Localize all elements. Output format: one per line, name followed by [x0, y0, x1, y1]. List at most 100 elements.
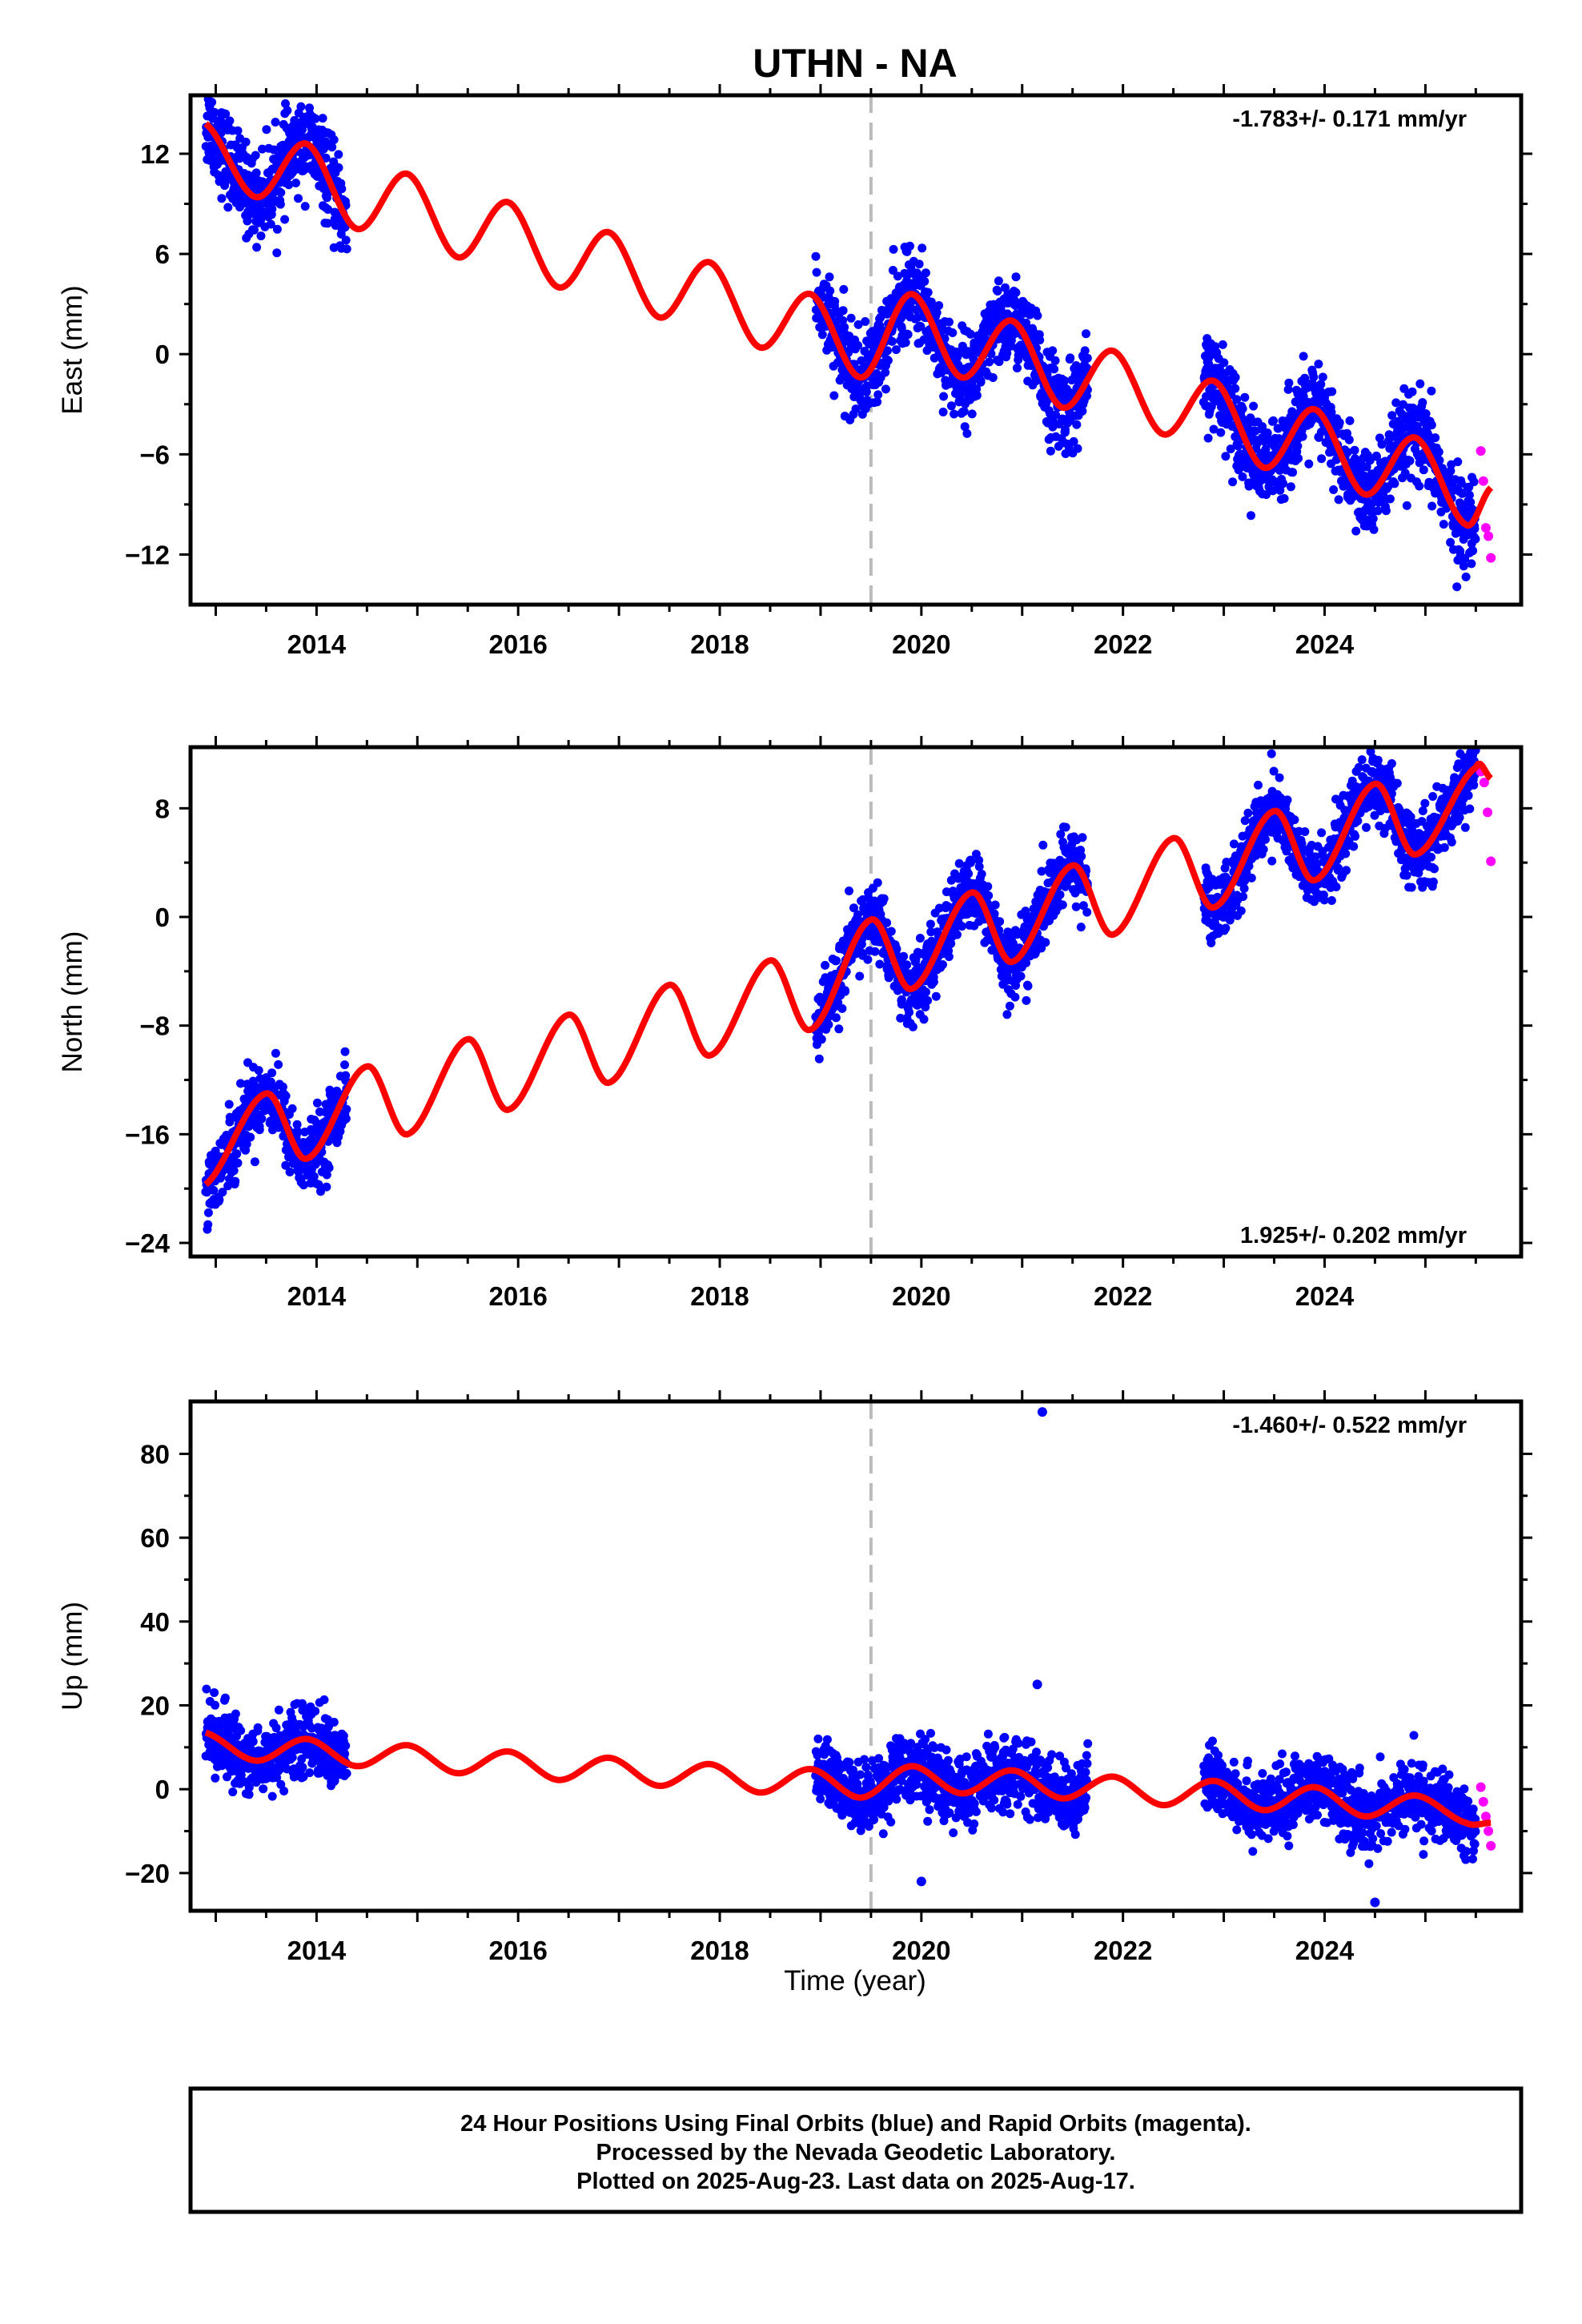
east-final-point [853, 320, 863, 329]
north-final-point [292, 1120, 302, 1129]
east-final-point [1033, 311, 1042, 320]
north-final-point [1366, 747, 1375, 757]
east-final-point [1468, 546, 1478, 556]
east-final-point [321, 153, 331, 163]
north-final-point [1455, 813, 1464, 822]
up-final-point [220, 1693, 230, 1703]
north-final-point [1077, 851, 1086, 861]
north-final-point [267, 1068, 277, 1078]
north-x-tick-label: 2020 [892, 1281, 950, 1311]
north-final-point [1406, 812, 1415, 822]
east-final-point [276, 188, 286, 197]
north-final-point [938, 960, 947, 969]
east-final-point [873, 397, 882, 407]
north-final-point [886, 927, 896, 936]
up-final-point [271, 1723, 281, 1733]
east-final-point [1466, 497, 1476, 507]
east-final-point [1387, 411, 1397, 420]
east-final-point [1271, 442, 1281, 452]
east-final-point [1365, 456, 1375, 465]
north-model-curve [203, 760, 1493, 1188]
east-final-point [985, 357, 994, 367]
north-final-point [341, 1114, 351, 1124]
north-final-point [855, 971, 865, 981]
east-final-point [318, 177, 327, 187]
east-final-point [1350, 445, 1359, 455]
north-final-point [278, 1082, 287, 1092]
east-final-point [1073, 444, 1082, 453]
east-final-point [1069, 436, 1078, 446]
north-final-point [233, 1158, 243, 1168]
east-final-point [921, 268, 930, 278]
north-final-point [834, 1024, 844, 1034]
north-final-point [879, 894, 889, 903]
north-final-point [964, 869, 974, 879]
up-final-point [231, 1709, 240, 1719]
up-final-point [259, 1784, 268, 1794]
north-final-point [934, 903, 944, 913]
east-final-point [1046, 446, 1055, 456]
east-final-point [251, 168, 261, 178]
north-final-point [224, 1100, 234, 1109]
east-final-point [846, 313, 856, 323]
up-final-point [279, 1787, 289, 1795]
east-final-point [1373, 506, 1383, 516]
north-final-point [236, 1079, 245, 1088]
north-final-point [299, 1180, 308, 1190]
east-final-point [1219, 358, 1229, 368]
east-x-tick-label: 2024 [1295, 629, 1355, 659]
north-final-point [342, 1104, 351, 1114]
north-final-point [1428, 792, 1438, 801]
east-final-point [1427, 386, 1436, 396]
north-final-point [853, 910, 862, 919]
north-plot-frame [188, 745, 1524, 1259]
north-final-point [875, 959, 885, 969]
north-final-point [1037, 866, 1046, 876]
east-final-point [1469, 477, 1479, 487]
east-final-point [1293, 441, 1303, 451]
north-final-point [1373, 755, 1383, 765]
up-final-point [299, 1772, 308, 1782]
east-final-point [1314, 360, 1323, 369]
east-final-point [1317, 454, 1327, 464]
north-final-point [892, 944, 901, 954]
north-final-point [232, 1149, 242, 1159]
north-final-point [1221, 923, 1231, 933]
north-final-point [1038, 840, 1048, 850]
north-final-point [1261, 834, 1270, 844]
east-final-point [294, 194, 303, 203]
north-final-point [254, 1066, 263, 1076]
north-x-tick-label: 2014 [287, 1281, 347, 1311]
north-final-point [1447, 838, 1456, 846]
north-final-point [832, 956, 841, 966]
north-final-point [1402, 870, 1411, 880]
east-final-point [281, 99, 290, 108]
east-final-point [817, 330, 827, 340]
east-final-point [873, 390, 883, 400]
east-final-point [939, 392, 949, 401]
north-final-point [1022, 995, 1031, 1005]
east-final-point [838, 306, 848, 316]
east-final-point [1344, 435, 1354, 444]
up-final-point [244, 1783, 254, 1792]
east-final-point [1051, 410, 1061, 420]
north-final-point [1418, 806, 1427, 815]
north-final-point [324, 1163, 334, 1172]
east-final-point [1035, 336, 1045, 345]
north-final-point [873, 878, 882, 887]
east-final-point [976, 376, 986, 385]
east-final-point [1471, 534, 1480, 544]
up-final-point [210, 1688, 219, 1698]
east-final-point [1427, 501, 1437, 511]
north-final-point [1082, 907, 1092, 917]
east-final-point [1061, 449, 1070, 458]
east-final-point [1427, 420, 1436, 430]
north-final-point [931, 991, 941, 1001]
north-final-point [1334, 863, 1343, 873]
east-final-point [252, 243, 262, 252]
east-final-point [1367, 500, 1376, 509]
east-final-point [1407, 387, 1417, 396]
east-final-point [840, 323, 849, 332]
north-final-point [1354, 762, 1363, 772]
north-final-point [1023, 981, 1033, 991]
